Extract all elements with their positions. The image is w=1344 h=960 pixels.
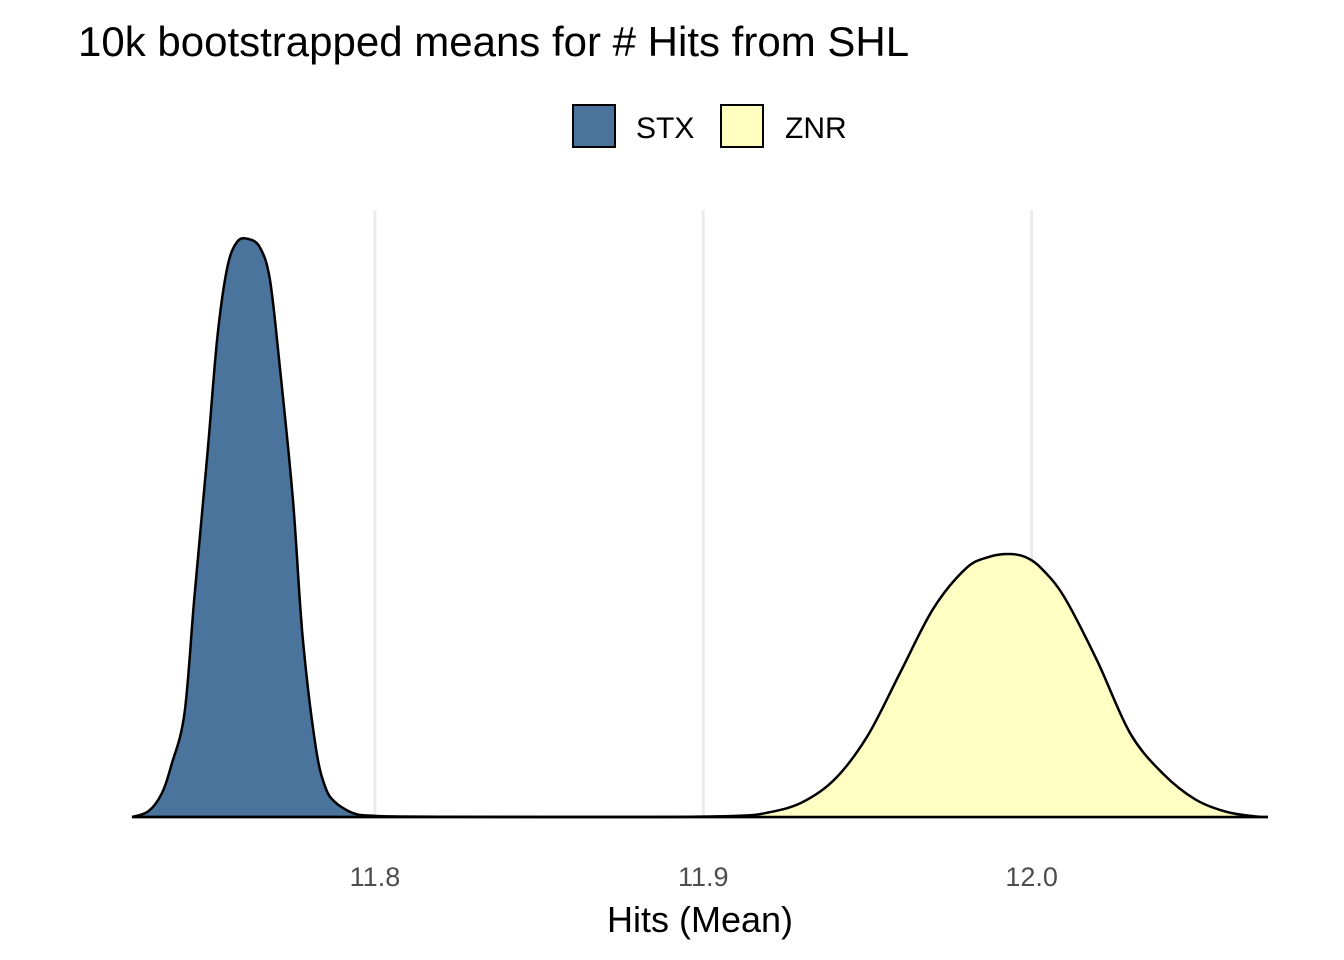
x-axis-ticks: 11.8 11.9 12.0 [350,862,1058,892]
x-tick-label-11.9: 11.9 [678,862,729,892]
legend-key-znr [720,104,764,148]
legend-key-stx [572,104,616,148]
legend: STX ZNR [572,104,847,148]
chart-title: 10k bootstrapped means for # Hits from S… [78,18,909,65]
legend-label-stx: STX [636,112,694,145]
density-area-stx [132,238,1268,818]
density-area-znr [132,554,1262,817]
x-tick-label-11.8: 11.8 [350,862,401,892]
x-tick-label-12.0: 12.0 [1005,862,1058,892]
legend-label-znr: ZNR [785,112,847,145]
x-axis-label: Hits (Mean) [607,899,793,940]
